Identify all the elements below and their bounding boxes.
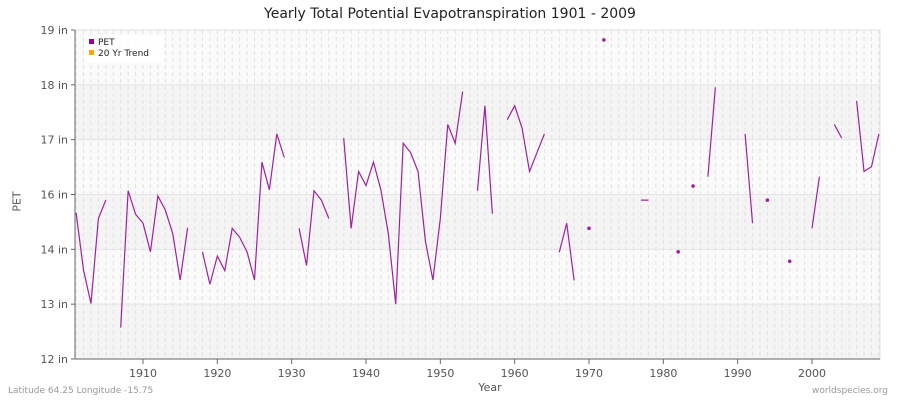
y-tick-label: 12 in	[40, 353, 68, 366]
x-tick-label: 1910	[129, 367, 157, 380]
source-caption: worldspecies.org	[811, 386, 888, 396]
x-tick-label: 1930	[278, 367, 306, 380]
pet-line-segment	[120, 190, 189, 328]
data-point	[787, 259, 792, 264]
x-tick-label: 1970	[575, 367, 603, 380]
data-point	[676, 250, 680, 254]
x-tick-label: 1990	[724, 367, 752, 380]
legend-label: PET	[98, 38, 115, 48]
pet-line-segment	[506, 104, 545, 174]
chart-title: Yearly Total Potential Evapotranspiratio…	[264, 6, 636, 22]
y-tick-label: 19 in	[40, 24, 68, 37]
pet-line-segment	[833, 124, 843, 139]
x-tick-label: 1960	[501, 367, 529, 380]
y-tick-label: 13 in	[40, 298, 68, 311]
pet-line-segment	[201, 133, 285, 285]
pet-line-segment	[298, 189, 330, 266]
y-tick-label: 17 in	[40, 134, 68, 147]
data-point	[765, 198, 770, 202]
legend-swatch	[89, 50, 94, 55]
y-tick-label: 16 in	[40, 189, 68, 202]
x-tick-label: 2000	[798, 367, 826, 380]
pet-line-segment	[811, 176, 821, 229]
x-tick-label: 1950	[426, 367, 454, 380]
data-point	[691, 184, 695, 188]
x-axis-label: Year	[478, 381, 502, 394]
pet-line-segment	[558, 223, 575, 281]
pet-line-segment	[707, 87, 716, 177]
data-point	[602, 38, 606, 42]
pet-line-segment	[343, 91, 464, 305]
pet-line-segment	[744, 133, 754, 224]
pet-line-segment	[856, 100, 880, 173]
legend-label: 20 Yr Trend	[98, 49, 149, 59]
data-point	[587, 226, 591, 231]
x-tick-label: 1980	[649, 367, 677, 380]
legend-swatch	[89, 39, 94, 44]
pet-line-segment	[476, 105, 493, 214]
pet-line-segment	[75, 199, 107, 304]
x-tick-label: 1940	[352, 367, 380, 380]
y-tick-label: 18 in	[40, 79, 68, 92]
location-caption: Latitude 64.25 Longitude -15.75	[8, 386, 154, 396]
y-tick-label: 14 in	[40, 243, 68, 256]
legend-box	[84, 35, 164, 63]
x-tick-label: 1920	[203, 367, 231, 380]
